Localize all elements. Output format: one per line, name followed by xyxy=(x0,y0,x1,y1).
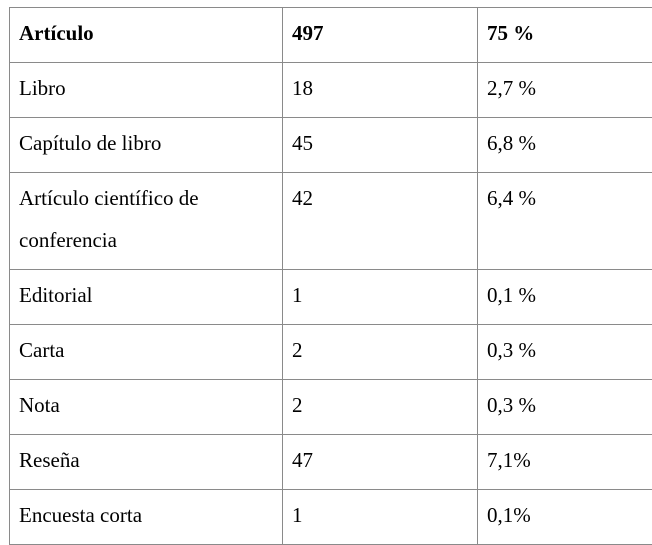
row-label: Libro xyxy=(10,63,283,118)
table-row: Nota 2 0,3 % xyxy=(10,380,652,435)
row-label: Capítulo de libro xyxy=(10,118,283,173)
row-count: 2 xyxy=(283,380,478,435)
table-row: Carta 2 0,3 % xyxy=(10,325,652,380)
row-percent: 2,7 % xyxy=(478,63,652,118)
row-label: Reseña xyxy=(10,435,283,490)
row-count: 1 xyxy=(283,490,478,545)
table-row: Capítulo de libro 45 6,8 % xyxy=(10,118,652,173)
row-count: 497 xyxy=(283,8,478,63)
row-label: Encuesta corta xyxy=(10,490,283,545)
row-count: 1 xyxy=(283,270,478,325)
row-count: 2 xyxy=(283,325,478,380)
row-label: Editorial xyxy=(10,270,283,325)
table-row: Encuesta corta 1 0,1% xyxy=(10,490,652,545)
row-label: Artículo científico de conferencia xyxy=(10,173,283,270)
row-count: 45 xyxy=(283,118,478,173)
row-percent: 0,3 % xyxy=(478,380,652,435)
row-count: 18 xyxy=(283,63,478,118)
row-percent: 0,1% xyxy=(478,490,652,545)
row-percent: 75 % xyxy=(478,8,652,63)
table-row: Libro 18 2,7 % xyxy=(10,63,652,118)
row-percent: 0,3 % xyxy=(478,325,652,380)
document-type-table: Artículo 497 75 % Libro 18 2,7 % Capítul… xyxy=(9,7,652,545)
row-count: 47 xyxy=(283,435,478,490)
table-row: Editorial 1 0,1 % xyxy=(10,270,652,325)
table-row: Reseña 47 7,1% xyxy=(10,435,652,490)
row-label: Artículo xyxy=(10,8,283,63)
row-percent: 7,1% xyxy=(478,435,652,490)
row-percent: 6,4 % xyxy=(478,173,652,270)
row-count: 42 xyxy=(283,173,478,270)
row-percent: 6,8 % xyxy=(478,118,652,173)
row-label: Carta xyxy=(10,325,283,380)
row-label: Nota xyxy=(10,380,283,435)
row-percent: 0,1 % xyxy=(478,270,652,325)
table-row: Artículo 497 75 % xyxy=(10,8,652,63)
table-row: Artículo científico de conferencia 42 6,… xyxy=(10,173,652,270)
